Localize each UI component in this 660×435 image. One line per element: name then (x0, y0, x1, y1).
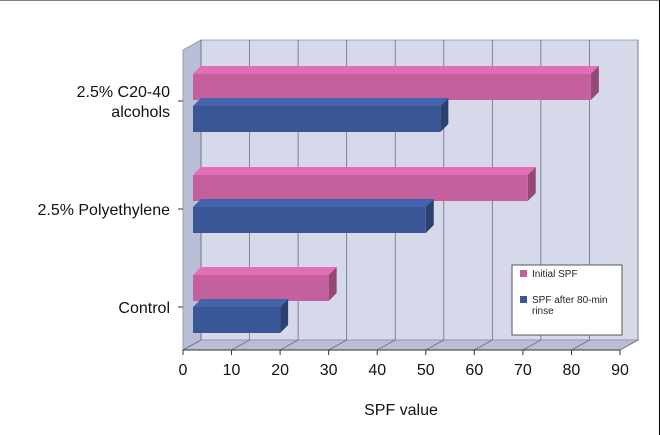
x-axis-title: SPF value (364, 402, 438, 419)
x-tick-label: 70 (514, 362, 532, 379)
category-label: 2.5% C20-40 (77, 84, 170, 101)
bar (193, 175, 528, 201)
x-tick-label: 90 (611, 362, 629, 379)
x-tick-label: 20 (271, 362, 289, 379)
bar (193, 106, 441, 132)
bar-end-face (425, 199, 434, 233)
bar (193, 275, 329, 301)
gridline-floor (425, 339, 444, 351)
gridline-floor (474, 339, 493, 351)
x-tick-label: 40 (368, 362, 386, 379)
gridline-floor (619, 339, 639, 351)
x-tick-label: 10 (223, 362, 241, 379)
legend-label: SPF after 80-min (532, 295, 608, 306)
bar-top-face (193, 267, 337, 275)
bar-top-face (193, 199, 434, 207)
bar-top-face (193, 167, 536, 175)
gridline-floor (377, 339, 396, 351)
legend-swatch (520, 296, 527, 303)
legend-box (511, 264, 623, 336)
x-tick-label: 60 (465, 362, 483, 379)
bar-end-face (440, 98, 449, 132)
gridline-floor (328, 339, 347, 351)
legend-label: rinse (532, 306, 554, 317)
gridline-floor (231, 339, 250, 351)
bar (193, 74, 591, 100)
bar-end-face (280, 299, 289, 333)
legend-swatch (520, 270, 527, 277)
legend-label: Initial SPF (532, 269, 578, 280)
x-tick-label: 50 (417, 362, 435, 379)
x-tick-label: 80 (563, 362, 581, 379)
plot-floor (181, 339, 640, 351)
bar-end-face (590, 66, 599, 100)
bar-end-face (527, 167, 536, 201)
gridline-floor (571, 339, 590, 351)
category-label: 2.5% Polyethylene (37, 202, 170, 219)
category-label: Control (118, 300, 170, 317)
bar-top-face (193, 66, 599, 74)
x-tick-label: 0 (179, 362, 188, 379)
x-tick-label: 30 (320, 362, 338, 379)
gridline-floor (522, 339, 542, 351)
bar-top-face (193, 98, 449, 106)
bar-top-face (193, 299, 289, 307)
bar-end-face (328, 267, 337, 301)
bar (193, 207, 426, 233)
gridline-floor (279, 339, 299, 351)
category-label: alcohols (111, 104, 170, 121)
gridline-floor (182, 339, 202, 351)
bar (193, 307, 281, 333)
